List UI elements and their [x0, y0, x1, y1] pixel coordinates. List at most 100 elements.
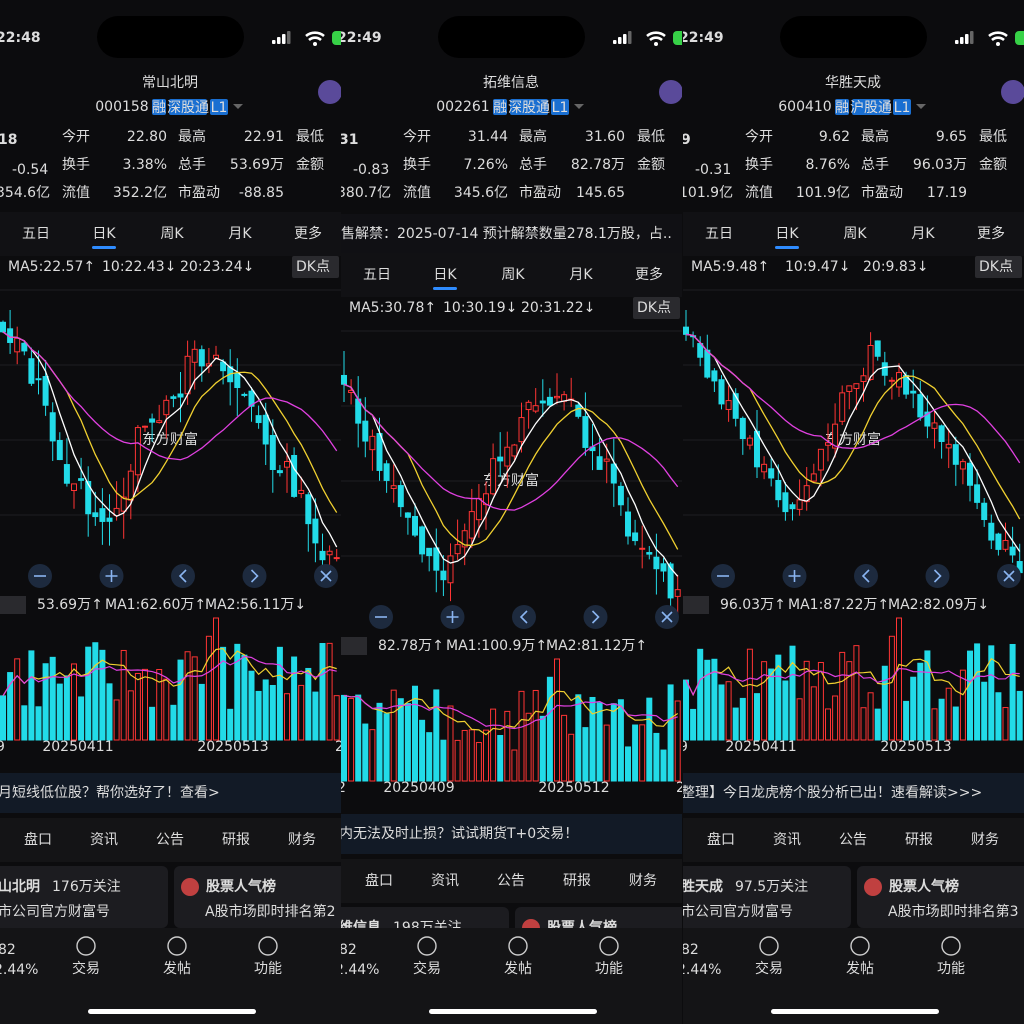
section-tab[interactable]: 财务: [971, 832, 999, 848]
section-tab[interactable]: 盘口: [24, 831, 52, 848]
volume-bar: [683, 679, 689, 741]
dynamic-island: [97, 16, 244, 58]
stock-name: 拓维信息: [483, 74, 539, 91]
tab[interactable]: 周K: [501, 267, 525, 283]
nav-item[interactable]: 发帖: [846, 961, 874, 977]
ma-line: [2, 331, 338, 548]
banner-bg[interactable]: [683, 773, 1024, 813]
card-title: 股票人气榜: [889, 878, 959, 895]
candle-body: [241, 393, 248, 396]
section-tab[interactable]: 研报: [905, 832, 933, 848]
volume-bar: [754, 693, 760, 741]
candle-body: [839, 392, 846, 422]
dk-label: DK点: [637, 300, 671, 316]
dynamic-island: [438, 16, 585, 58]
section-tab[interactable]: 资讯: [773, 832, 801, 848]
tab[interactable]: 月K: [569, 267, 593, 283]
tab[interactable]: 日K: [775, 226, 799, 242]
tab[interactable]: 周K: [160, 226, 184, 242]
tab[interactable]: 月K: [911, 226, 935, 242]
candle-body: [825, 442, 831, 446]
volume-bar: [483, 729, 489, 782]
nav-item[interactable]: 发帖: [163, 961, 191, 977]
ma-label: 20:23.24↓: [180, 259, 254, 275]
signal-bar: [628, 31, 632, 44]
nav-item[interactable]: 功能: [595, 961, 623, 977]
tab[interactable]: 更多: [635, 266, 663, 283]
signal-bar: [965, 34, 969, 44]
volume-bar: [369, 729, 376, 782]
quote-label: 换手: [62, 156, 90, 173]
nav-item[interactable]: 交易: [72, 960, 100, 977]
card[interactable]: [174, 866, 341, 928]
watermark: 东方财富: [483, 472, 539, 489]
tab[interactable]: 日K: [433, 267, 457, 283]
chart-button[interactable]: [925, 564, 950, 588]
chart-button[interactable]: [242, 564, 267, 588]
volume-bar: [213, 617, 219, 741]
nav-item[interactable]: 交易: [413, 960, 441, 977]
section-tab[interactable]: 财务: [629, 873, 657, 889]
candle-body: [603, 458, 610, 462]
robot-avatar[interactable]: [659, 80, 682, 104]
tab[interactable]: 周K: [843, 226, 867, 242]
tab[interactable]: 日K: [92, 226, 116, 242]
price: 31: [341, 132, 358, 148]
tab[interactable]: 月K: [228, 226, 252, 242]
robot-avatar[interactable]: [318, 80, 341, 104]
banner-bg[interactable]: [0, 773, 341, 813]
volume-bar: [440, 739, 447, 782]
chart-button[interactable]: [583, 605, 608, 629]
volume-bar: [333, 695, 340, 741]
tab[interactable]: 更多: [977, 225, 1005, 242]
chart-button[interactable]: [512, 605, 536, 629]
candle-body: [988, 522, 995, 541]
tab[interactable]: 五日: [22, 226, 50, 242]
tag-text: 深股通: [508, 100, 550, 116]
card[interactable]: [857, 866, 1024, 928]
chart-button[interactable]: [854, 564, 878, 588]
robot-avatar[interactable]: [1001, 80, 1024, 104]
section-tab[interactable]: 资讯: [90, 832, 118, 848]
volume-bar: [383, 713, 390, 782]
section-tab[interactable]: 财务: [288, 832, 316, 848]
section-tab[interactable]: 研报: [563, 873, 591, 889]
volume-bar: [326, 642, 333, 741]
tab-underline: [92, 246, 116, 249]
volume-bar: [910, 676, 917, 741]
volume-bar: [959, 669, 966, 741]
volume-bar: [177, 659, 184, 741]
candle-body: [639, 547, 646, 550]
banner-bg[interactable]: [341, 814, 682, 854]
dk-button[interactable]: [975, 256, 1022, 278]
chart-button-icon: [105, 570, 118, 582]
nav-icon: [167, 936, 187, 956]
dk-button[interactable]: [633, 297, 680, 319]
nav-item[interactable]: 功能: [937, 961, 965, 977]
section-tab[interactable]: 资讯: [431, 873, 459, 889]
quote-value: 8.76%: [806, 157, 850, 173]
section-tab[interactable]: 盘口: [707, 831, 735, 848]
dk-button[interactable]: [292, 256, 339, 278]
nav-item[interactable]: 交易: [755, 960, 783, 977]
candle-body: [739, 417, 746, 440]
volume-bar: [390, 689, 397, 782]
tab[interactable]: 五日: [705, 226, 733, 242]
banner: 月短线低位股？帮你选好了！查看>: [0, 785, 220, 801]
wifi-dot: [313, 42, 317, 46]
section-tab[interactable]: 公告: [839, 832, 867, 848]
nav-item[interactable]: 发帖: [504, 961, 532, 977]
tab[interactable]: 五日: [363, 267, 391, 283]
candle-body: [177, 393, 184, 398]
section-tab[interactable]: 公告: [497, 873, 525, 889]
candle-body: [156, 420, 163, 424]
section-tab[interactable]: 盘口: [365, 872, 393, 889]
tab[interactable]: 更多: [294, 225, 322, 242]
chart-button[interactable]: [171, 564, 195, 588]
card[interactable]: [683, 866, 851, 928]
quote-label: 最高: [178, 128, 206, 145]
section-tab[interactable]: 公告: [156, 832, 184, 848]
card[interactable]: [0, 866, 168, 928]
section-tab[interactable]: 研报: [222, 832, 250, 848]
nav-item[interactable]: 功能: [254, 961, 282, 977]
